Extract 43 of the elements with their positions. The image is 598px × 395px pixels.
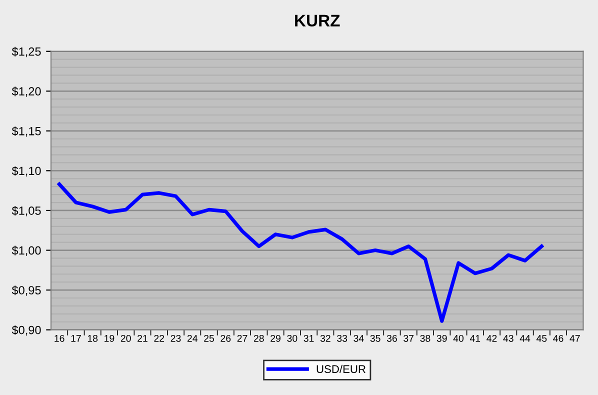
x-tick-label: 33 (337, 334, 348, 342)
x-tick-label: 23 (170, 334, 181, 342)
line-series (58, 182, 544, 323)
x-tick-label: 47 (570, 335, 580, 342)
x-tick-label: 27 (237, 334, 248, 342)
x-tick-label: 16 (54, 334, 64, 342)
x-tick-label: 28 (254, 334, 264, 342)
y-tick-label: $1,15 (12, 126, 41, 137)
x-tick-label: 37 (404, 334, 414, 342)
x-tick-label: 26 (220, 334, 231, 342)
y-tick-label: $0,90 (12, 325, 41, 336)
x-tick-label: 38 (420, 334, 430, 342)
x-tick-label: 17 (71, 335, 81, 342)
x-tick-label: 40 (453, 334, 464, 342)
x-tick-label: 32 (320, 334, 330, 342)
x-tick-label: 46 (553, 334, 564, 342)
x-tick-label: 21 (138, 334, 148, 342)
y-tick-label: $1,25 (12, 46, 41, 58)
x-tick-label: 42 (486, 334, 497, 342)
x-tick-label: 24 (187, 334, 198, 342)
x-tick-label: 31 (304, 334, 314, 342)
chart-title: KURZ (295, 14, 340, 27)
y-tick-label: $1,10 (12, 166, 41, 176)
x-tick-label: 18 (88, 334, 98, 342)
x-tick-label: 36 (386, 334, 397, 342)
y-tick-label: $0,95 (12, 286, 41, 296)
x-tick-label: 29 (270, 334, 280, 342)
x-tick-label: 20 (120, 334, 131, 342)
x-tick-label: 19 (104, 334, 114, 342)
x-tick-label: 22 (154, 334, 164, 342)
legend-label: USD/EUR (316, 364, 366, 374)
x-tick-label: 43 (503, 334, 514, 342)
x-tick-label: 35 (370, 334, 380, 342)
x-tick-label: 41 (470, 335, 480, 342)
x-tick-label: 25 (204, 334, 214, 342)
y-tick-label: $1,20 (12, 86, 41, 97)
x-tick-label: 34 (354, 334, 364, 342)
y-tick-label: $1,00 (12, 246, 41, 256)
y-tick-label: $1,05 (12, 206, 41, 216)
x-tick-label: 39 (436, 334, 447, 342)
x-tick-label: 44 (520, 335, 530, 342)
x-tick-label: 30 (287, 334, 298, 342)
x-tick-label: 45 (536, 335, 547, 342)
